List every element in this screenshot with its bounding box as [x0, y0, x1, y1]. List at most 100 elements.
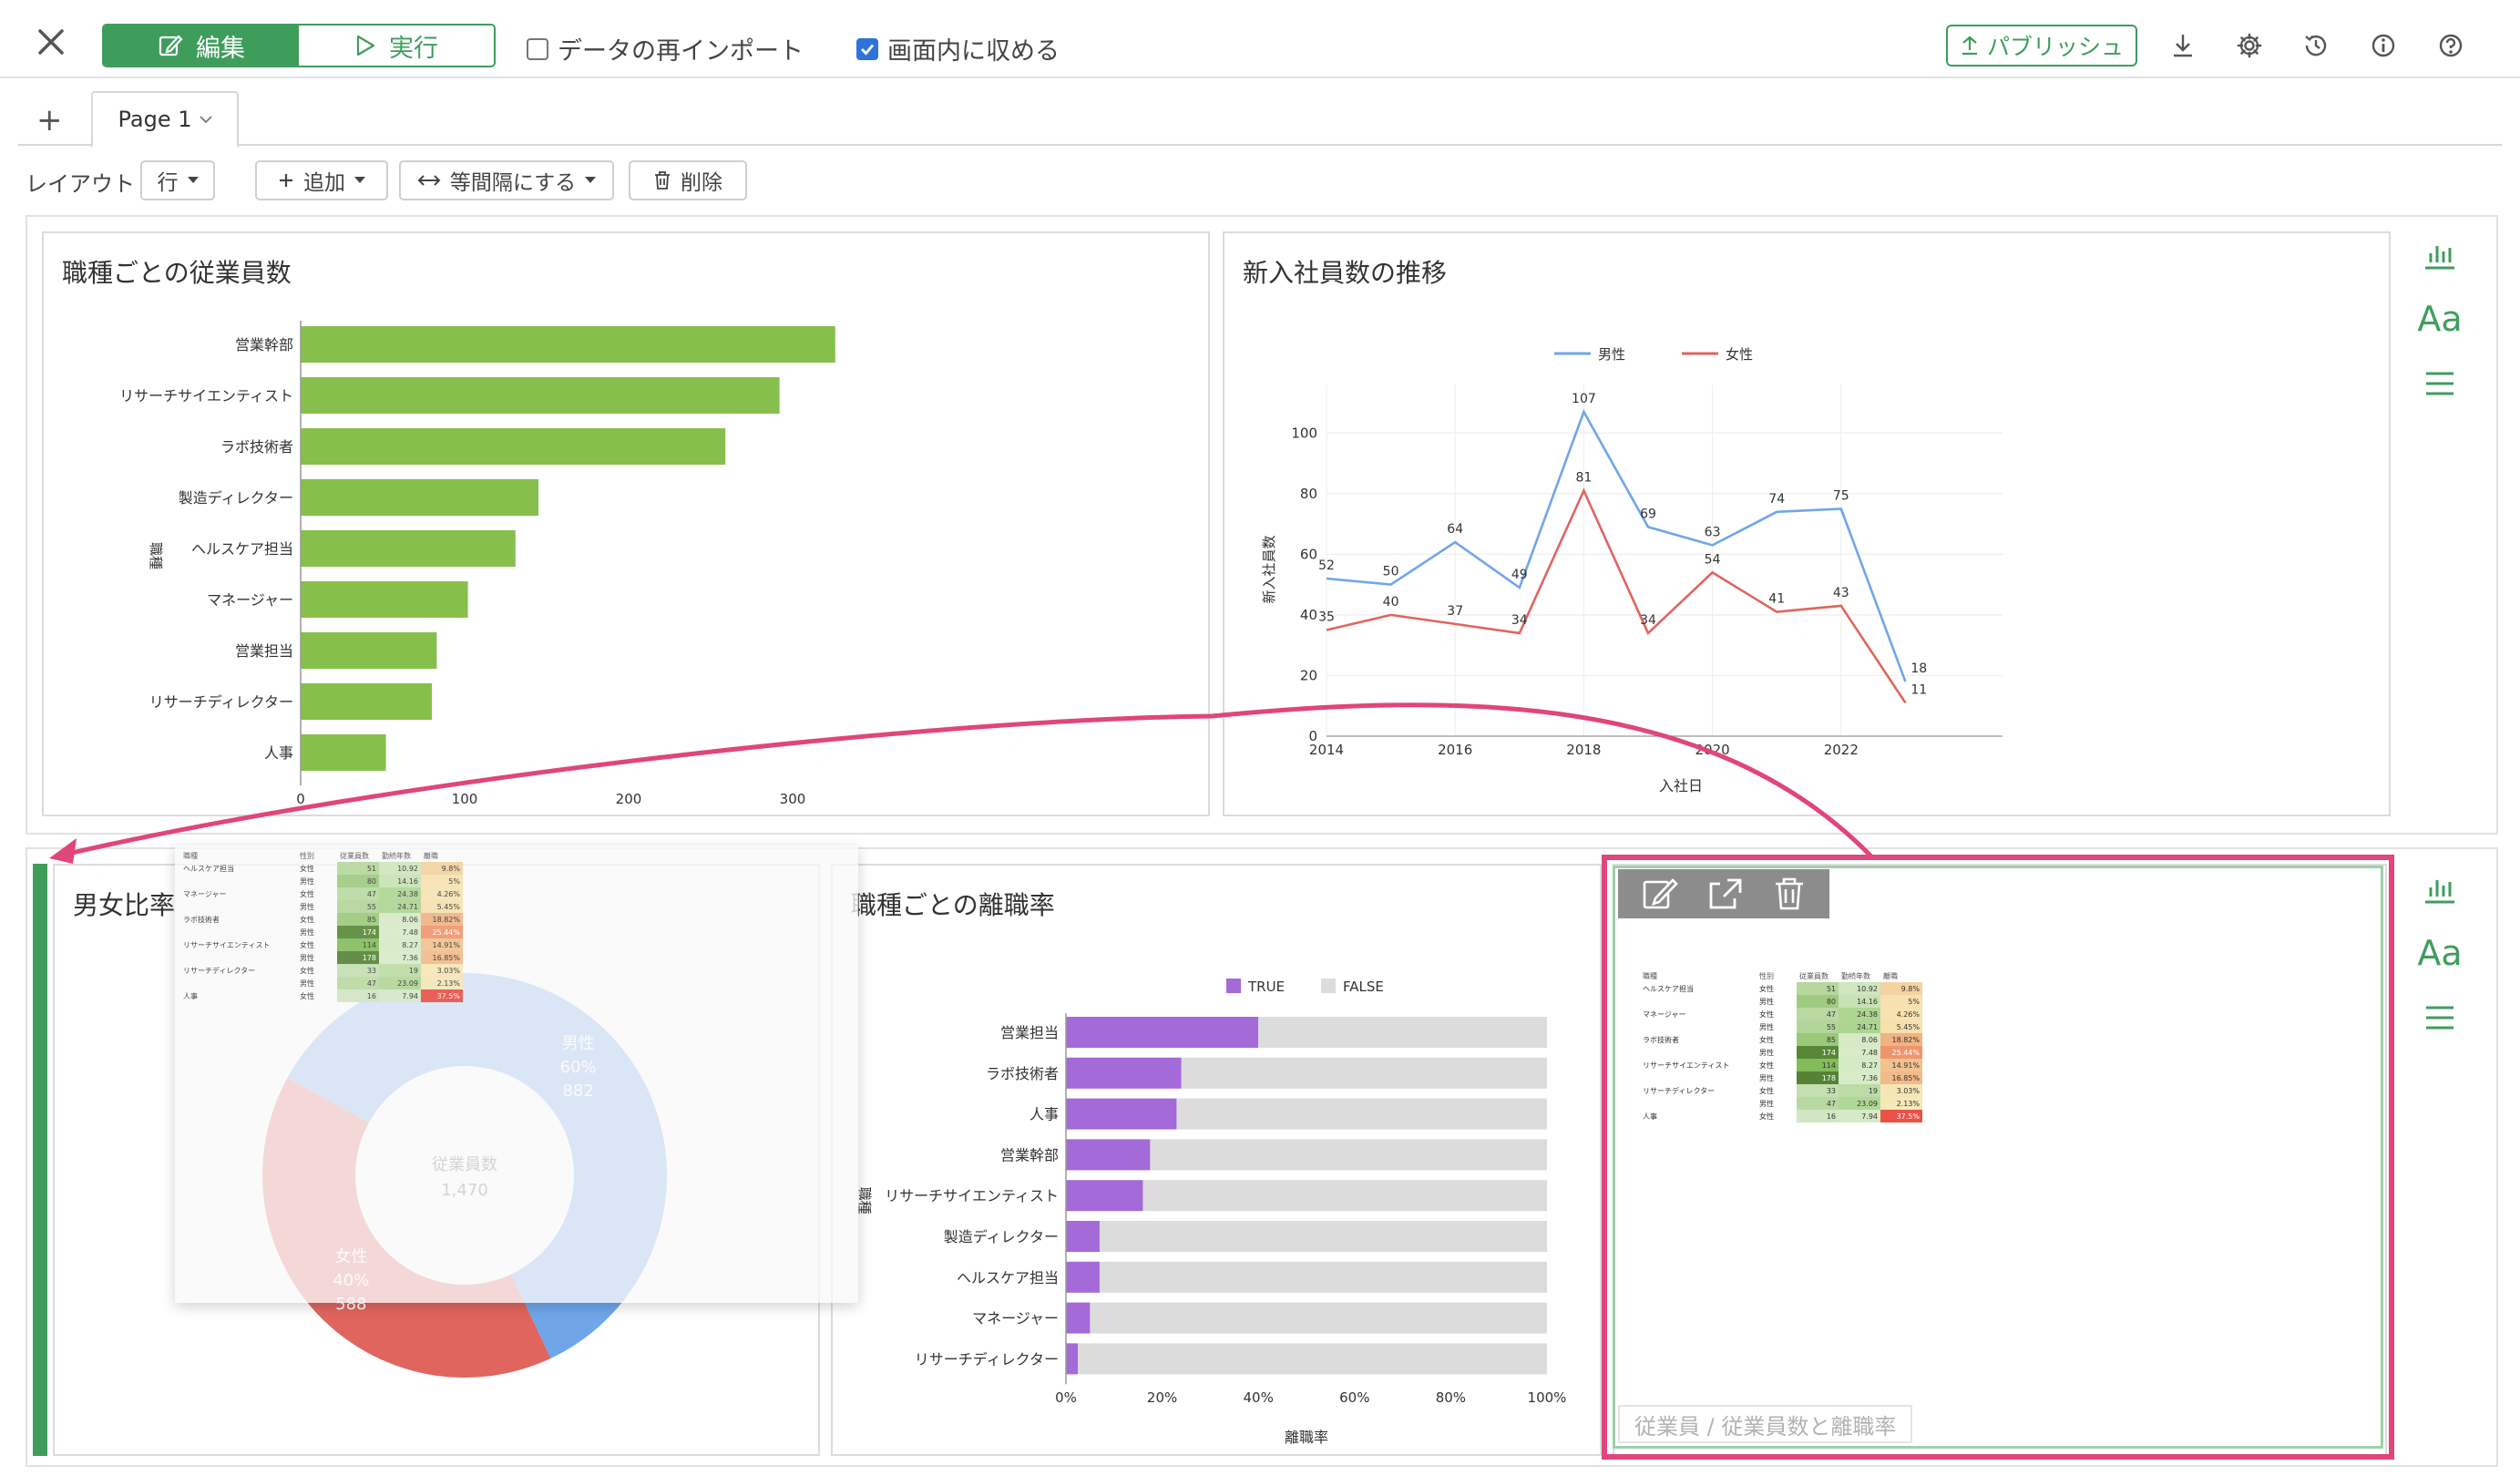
table-cell: 33	[1797, 1084, 1839, 1097]
table-header: 勤続年数	[382, 851, 411, 860]
table-header: 職種	[183, 851, 198, 860]
tab-page-1[interactable]: Page 1	[91, 91, 239, 148]
chart-icon[interactable]	[2412, 241, 2467, 270]
table-row: リサーチサイエンティスト 女性 114 8.27 14.91%	[1640, 1059, 1922, 1071]
table-cell: 女性	[1759, 1061, 1774, 1070]
x-tick-label: 2020	[1695, 742, 1730, 758]
table-cell: 24.38	[379, 887, 421, 900]
table-cell: 9.8%	[421, 862, 463, 875]
table-cell: 178	[337, 951, 379, 964]
category-label: ヘルスケア担当	[191, 540, 293, 558]
series-line	[1326, 487, 1907, 704]
table-cell: 19	[379, 964, 421, 977]
new-hires-trend-card[interactable]: 新入社員数の推移 0 20 40 60 80 100 2014 2016 2018 2020 202…	[1223, 231, 2391, 816]
info-icon[interactable]	[2369, 31, 2398, 60]
publish-button[interactable]: パブリッシュ	[1946, 25, 2137, 67]
dragged-card-preview: 職種 性別 従業員数 勤続年数 離職 ヘルスケア担当 女性 51 10.92 9.8% 男性 80 14…	[175, 846, 858, 1303]
table-cell: 47	[1797, 1097, 1839, 1110]
layout-row-select[interactable]: 行	[140, 160, 215, 200]
bar-segment	[1066, 1261, 1100, 1293]
table-cell: 2.13%	[1880, 1097, 1922, 1110]
category-label: マネージャー	[207, 591, 293, 609]
category-label: リサーチディレクター	[915, 1350, 1059, 1368]
table-cell: 85	[1797, 1033, 1839, 1046]
text-icon[interactable]: Aa	[2417, 933, 2463, 973]
edit-icon[interactable]	[1642, 876, 1678, 911]
x-tick-label: 2014	[1309, 742, 1344, 758]
open-external-icon[interactable]	[1707, 876, 1744, 911]
add-widget-button[interactable]: 追加	[255, 160, 388, 200]
table-cell: 女性	[1759, 1086, 1774, 1095]
bar-segment	[1066, 1302, 1091, 1334]
history-icon[interactable]	[2301, 31, 2330, 60]
menu-icon[interactable]	[2412, 1004, 2467, 1031]
plus-icon	[280, 174, 292, 187]
data-label: 34	[1640, 613, 1656, 628]
run-mode-button[interactable]: 実行	[299, 26, 494, 66]
close-icon[interactable]	[35, 26, 67, 58]
table-cell: 16	[1797, 1110, 1839, 1122]
table-header: 離職	[1883, 971, 1898, 980]
table-row: 男性 80 14.16 5%	[180, 875, 463, 887]
table-cell: 女性	[1759, 1035, 1774, 1044]
equal-spacing-button[interactable]: 等間隔にする	[399, 160, 614, 200]
card-data-source: 従業員 / 従業員数と離職率	[1618, 1405, 1913, 1443]
data-label: 75	[1833, 488, 1849, 503]
table-cell: 女性	[300, 966, 314, 975]
table-cell: 7.36	[379, 951, 421, 964]
table-row: 男性 80 14.16 5%	[1640, 995, 1922, 1008]
table-cell: 14.91%	[1880, 1059, 1922, 1071]
heatmap-table-card[interactable]: 職種 性別 従業員数 勤続年数 離職 ヘルスケア担当 女性 51 10.92 9.8% 男性 80 14…	[1613, 864, 2387, 1456]
menu-icon[interactable]	[2412, 370, 2467, 397]
text-icon[interactable]: Aa	[2417, 299, 2463, 339]
bar-segment	[1066, 1221, 1100, 1252]
selected-card-outline	[1613, 866, 2383, 1449]
fit-screen-checkbox[interactable]: 画面内に収める	[856, 31, 1060, 67]
table-row: ラボ技術者 女性 85 8.06 18.82%	[1640, 1033, 1922, 1046]
fit-screen-checkbox-box[interactable]	[856, 37, 878, 60]
bar-segment	[1066, 1343, 1079, 1375]
reimport-checkbox-box[interactable]	[527, 37, 548, 60]
table-cell: 女性	[300, 889, 314, 898]
chart-icon[interactable]	[2412, 875, 2467, 904]
table-cell: 女性	[300, 940, 314, 949]
data-label: 107	[1572, 392, 1596, 406]
table-header: 性別	[300, 851, 314, 860]
data-label: 63	[1705, 525, 1721, 539]
table-cell: ヘルスケア担当	[1643, 984, 1694, 993]
table-cell: 女性	[1759, 984, 1774, 993]
table-cell: 18.82%	[1880, 1033, 1922, 1046]
table-cell: 男性	[1759, 1022, 1774, 1031]
add-page-button[interactable]: +	[36, 102, 63, 138]
table-row: リサーチディレクター 女性 33 19 3.03%	[1640, 1084, 1922, 1097]
table-cell: 114	[1797, 1059, 1839, 1071]
chevron-down-icon	[199, 116, 212, 124]
series-line	[1326, 408, 1907, 682]
bar-segment	[1066, 1180, 1143, 1212]
table-cell: 5%	[1880, 995, 1922, 1008]
attrition-by-role-card[interactable]: 職種ごとの離職率 TRUE FALSE 営業担当 ラボ技術者 人事 営業幹部 リサーチサイエ…	[831, 864, 1602, 1456]
category-label: 人事	[1030, 1106, 1059, 1123]
table-row: マネージャー 女性 47 24.38 4.26%	[180, 887, 463, 900]
table-cell: 9.8%	[1880, 982, 1922, 995]
upload-icon	[1962, 36, 1977, 56]
download-icon[interactable]	[2168, 31, 2197, 60]
legend-label: 女性	[1726, 346, 1753, 363]
y-axis-label: 新入社員数	[1261, 535, 1277, 603]
data-label: 41	[1768, 592, 1785, 607]
table-header: 性別	[1759, 971, 1774, 980]
delete-row-button[interactable]: 削除	[629, 160, 747, 200]
table-cell: 女性	[300, 991, 314, 1000]
table-row: 男性 55 24.71 5.45%	[1640, 1020, 1922, 1033]
data-label: 54	[1705, 552, 1721, 567]
help-icon[interactable]	[2436, 31, 2465, 60]
edit-mode-button[interactable]: 編集	[104, 26, 299, 66]
employees-by-role-card[interactable]: 職種ごとの従業員数 営業幹部 リサーチサイエンティスト ラボ技術者 製造ディレクターヘ…	[42, 231, 1210, 816]
reimport-checkbox[interactable]: データの再インポート	[527, 31, 804, 67]
trash-icon[interactable]	[1773, 876, 1806, 911]
table-cell: リサーチディレクター	[1643, 1086, 1716, 1095]
category-label: リサーチディレクター	[149, 693, 293, 711]
legend-label: 男性	[1598, 346, 1625, 363]
gear-icon[interactable]	[2235, 31, 2264, 60]
tab-label: Page 1	[118, 107, 192, 132]
